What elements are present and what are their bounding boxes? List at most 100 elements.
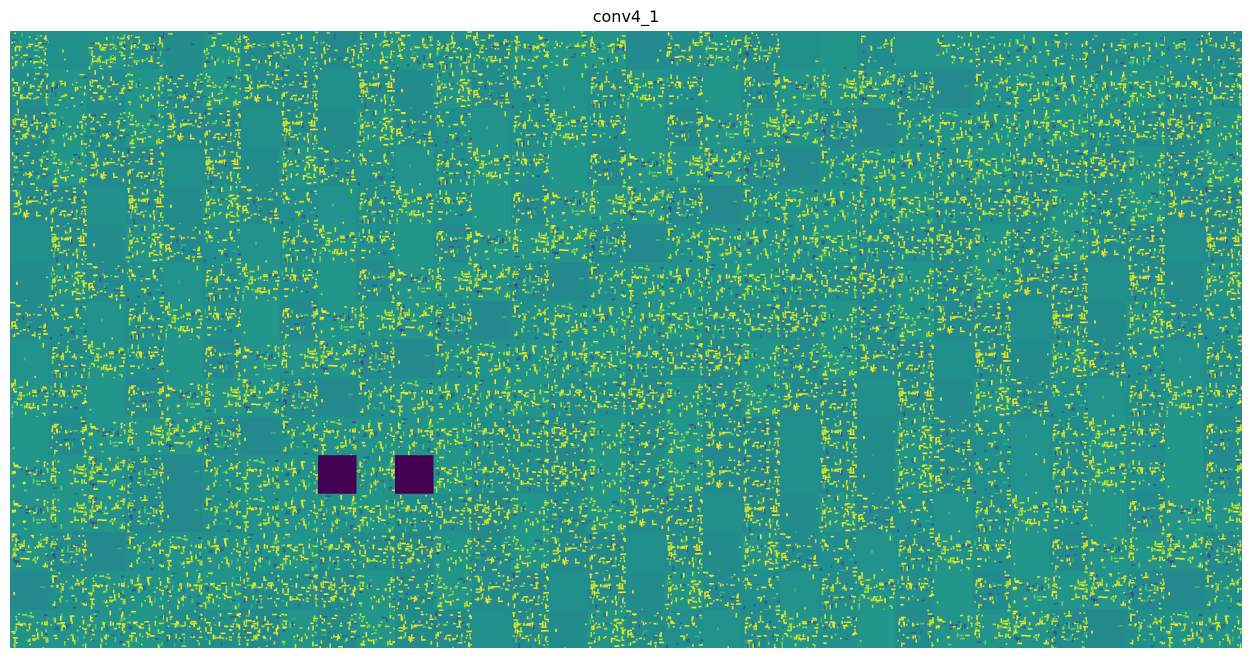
activation-pixel — [41, 112, 46, 114]
activation-pixel — [259, 81, 264, 83]
activation-pixel — [715, 47, 717, 52]
activation-pixel — [391, 96, 394, 98]
activation-pixel — [1013, 97, 1019, 99]
activation-pixel — [514, 117, 516, 120]
activation-pixel — [1233, 32, 1236, 34]
cell-background — [549, 146, 588, 186]
activation-pixel — [461, 43, 464, 45]
activation-pixel — [32, 137, 38, 140]
activation-pixel — [161, 35, 163, 39]
activation-pixel — [202, 95, 206, 98]
activation-pixel — [319, 167, 321, 171]
cell-background — [318, 108, 357, 148]
activation-pixel — [462, 86, 465, 92]
activation-pixel — [366, 60, 368, 62]
activation-pixel — [459, 63, 462, 67]
activation-pixel — [371, 71, 374, 73]
activation-pixel — [208, 78, 211, 81]
activation-pixel — [64, 94, 68, 97]
activation-pixel — [131, 134, 134, 137]
activation-pixel — [1016, 137, 1018, 140]
activation-pixel — [217, 33, 223, 35]
activation-pixel — [515, 56, 517, 59]
activation-pixel — [1136, 133, 1139, 138]
activation-pixel — [52, 126, 55, 128]
activation-pixel — [157, 57, 160, 59]
activation-pixel — [168, 97, 171, 99]
activation-pixel — [14, 32, 16, 35]
activation-pixel — [391, 90, 396, 92]
activation-pixel — [1209, 40, 1211, 42]
activation-pixel — [773, 91, 776, 95]
activation-pixel — [540, 96, 546, 98]
activation-pixel — [1028, 100, 1031, 102]
activation-pixel — [422, 121, 427, 124]
activation-pixel — [361, 83, 367, 86]
activation-pixel — [919, 136, 922, 138]
activation-pixel — [1083, 114, 1087, 117]
activation-pixel — [180, 134, 184, 136]
activation-pixel — [125, 75, 128, 77]
activation-pixel — [320, 180, 322, 184]
activation-pixel — [525, 134, 531, 136]
activation-pixel — [1220, 66, 1226, 69]
activation-pixel — [282, 85, 284, 88]
activation-pixel — [591, 50, 597, 53]
activation-pixel — [90, 132, 96, 135]
activation-pixel — [668, 84, 670, 87]
activation-pixel — [313, 102, 316, 108]
feature-map-cell — [10, 69, 50, 109]
activation-pixel — [891, 38, 893, 41]
activation-pixel — [683, 56, 686, 59]
activation-pixel — [390, 78, 396, 81]
activation-pixel — [302, 94, 304, 97]
feature-map-cell — [857, 31, 896, 70]
activation-pixel — [402, 35, 405, 38]
activation-pixel — [373, 77, 379, 80]
activation-pixel — [1101, 97, 1103, 101]
activation-pixel — [667, 127, 670, 131]
activation-pixel — [709, 56, 714, 59]
activation-pixel — [50, 154, 53, 157]
activation-pixel — [425, 57, 430, 60]
activation-pixel — [38, 85, 42, 88]
activation-pixel — [1161, 46, 1164, 49]
activation-pixel — [497, 163, 499, 166]
feature-map-cell — [587, 146, 628, 190]
activation-pixel — [45, 39, 51, 41]
activation-pixel — [264, 80, 267, 83]
activation-pixel — [473, 35, 475, 41]
activation-pixel — [34, 172, 39, 175]
activation-pixel — [206, 159, 211, 162]
activation-pixel — [1103, 81, 1105, 85]
activation-pixel — [411, 51, 417, 54]
activation-pixel — [1137, 45, 1139, 48]
activation-pixel — [15, 141, 18, 145]
activation-pixel — [128, 162, 130, 165]
activation-pixel — [930, 82, 933, 85]
activation-pixel — [950, 128, 954, 130]
activation-pixel — [1061, 55, 1063, 58]
activation-pixel — [359, 137, 364, 139]
activation-pixel — [430, 60, 434, 63]
activation-pixel — [594, 68, 598, 71]
activation-pixel — [781, 109, 787, 112]
activation-pixel — [1029, 60, 1032, 62]
activation-pixel — [939, 114, 942, 117]
activation-pixel — [861, 81, 864, 85]
activation-pixel — [751, 32, 754, 35]
activation-pixel — [1185, 55, 1188, 58]
activation-pixel — [609, 136, 611, 138]
activation-pixel — [325, 160, 327, 163]
activation-pixel — [13, 135, 16, 137]
activation-pixel — [123, 136, 126, 138]
activation-pixel — [123, 36, 125, 39]
activation-pixel — [604, 162, 607, 164]
activation-pixel — [735, 39, 737, 45]
activation-pixel — [1093, 53, 1096, 56]
activation-pixel — [117, 150, 120, 153]
activation-pixel — [527, 47, 529, 50]
feature-map-cell — [587, 31, 628, 71]
activation-pixel — [455, 137, 460, 140]
activation-pixel — [590, 165, 593, 170]
